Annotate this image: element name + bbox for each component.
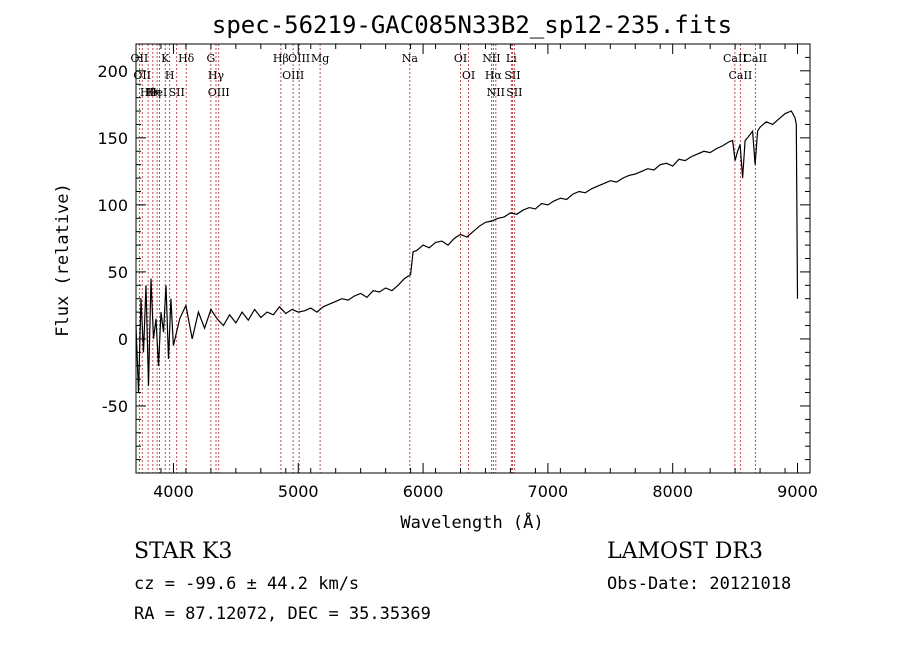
spectral-line-label: Na [402,52,419,65]
spectrum-series [135,110,799,393]
x-tick-label: 7000 [528,482,569,501]
object-class: STAR K3 [134,539,233,564]
spectral-line-label: SII [504,69,520,82]
spectral-line-label: OII [133,69,151,82]
spectral-line-label: OIII [282,69,304,82]
plot-frame [135,43,811,474]
y-tick-label: 150 [97,129,128,148]
spectral-line-label: SII [169,86,185,99]
y-tick-label: -50 [102,397,128,416]
spectral-line-label: H [165,69,175,82]
x-tick-label: 4000 [153,482,194,501]
spectral-line-label: CaII [723,52,747,65]
y-tick-label: 100 [97,196,128,215]
spectral-line-label: Hθ [140,86,157,99]
spectral-line-label: G [206,52,215,65]
spectral-line-label: OI [454,52,467,65]
x-axis-label: Wavelength (Å) [400,511,543,533]
x-tick-label: 8000 [652,482,693,501]
spectral-line-label: HeI [147,86,167,99]
redshift-velocity: cz = -99.6 ± 44.2 km/s [134,574,360,594]
y-tick-label: 200 [97,62,128,81]
axis-ticks: 4000 5000 6000 7000 8000 9000 -50 0 50 100 150 200 [97,44,818,501]
spectral-line-label: OI [462,69,475,82]
observation-date: Obs-Date: 20121018 [607,574,792,594]
coordinates: RA = 87.12072, DEC = 35.35369 [134,604,431,624]
y-tick-label: 0 [118,330,128,349]
spectral-line-label: NII [487,86,505,99]
spectral-line-label: NII [482,52,500,65]
spectral-line-label: Hγ [208,69,225,82]
x-tick-label: 5000 [278,482,319,501]
spectral-line-label: SII [506,86,522,99]
spectral-line-label: OII [131,52,149,65]
spectral-line-label: OIII [288,52,310,65]
spectral-line-label: Mg [311,52,329,65]
spectral-line-markers [138,44,756,473]
survey-name: LAMOST DR3 [607,539,763,564]
y-tick-label: 50 [108,263,128,282]
x-tick-label: 9000 [777,482,818,501]
spectral-line-label: CaII [743,52,767,65]
spectral-line-label: Hδ [178,52,195,65]
spectral-line-label: K [161,52,170,65]
spectral-line-label: CaII [729,69,753,82]
y-axis-label: Flux (relative) [53,183,73,337]
spectral-line-label: Hη [145,86,161,99]
spectral-line-label: Hα [485,69,503,82]
spectral-line-label: Li [506,52,517,65]
spectral-line-label: Hβ [273,52,289,65]
spectral-line-label: OIII [208,86,230,99]
chart-title: spec-56219-GAC085N33B2_sp12-235.fits [212,11,732,39]
x-tick-label: 6000 [403,482,444,501]
spectrum-chart: spec-56219-GAC085N33B2_sp12-235.fits OII… [53,11,818,533]
